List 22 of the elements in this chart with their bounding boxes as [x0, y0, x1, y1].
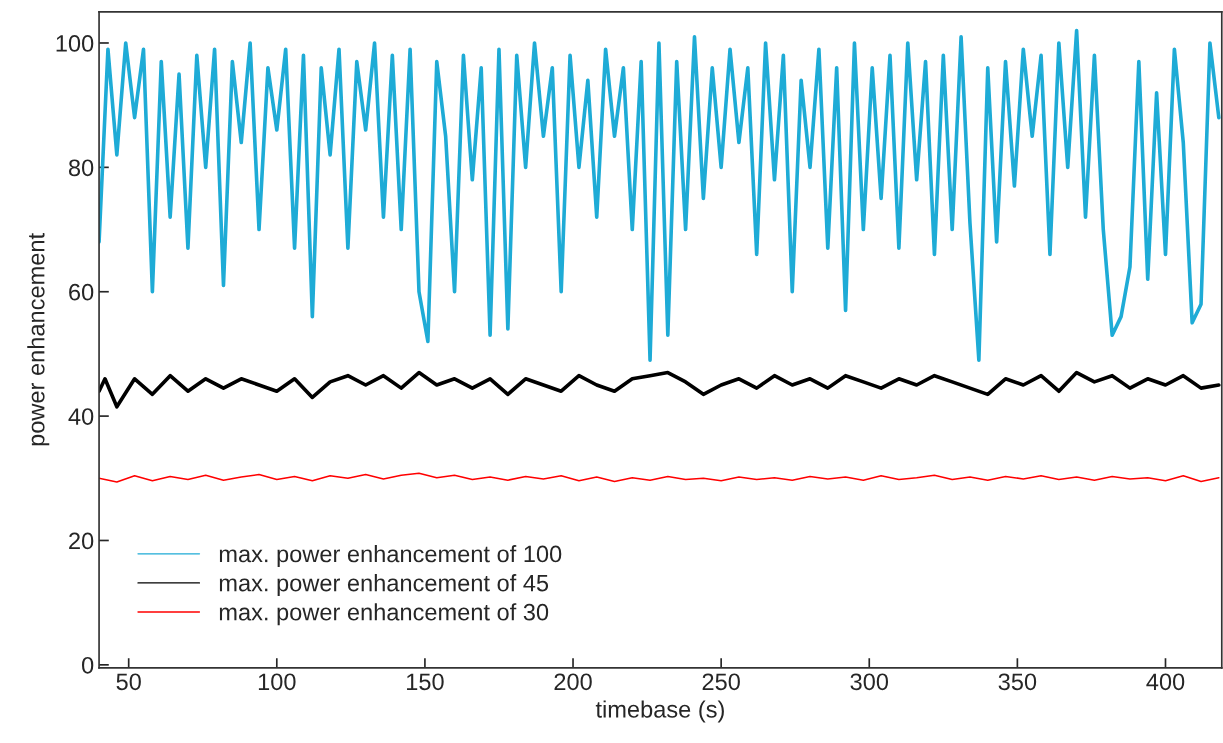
x-tick-label: 150: [407, 673, 444, 691]
line-series: [99, 472, 1220, 483]
y-tick-label: 0: [81, 656, 94, 674]
line-series: [99, 370, 1221, 409]
x-tick-label: 50: [116, 673, 141, 691]
x-tick-label: 250: [702, 673, 740, 691]
x-tick-label: 300: [850, 673, 889, 691]
x-tick-label: 350: [998, 673, 1037, 691]
y-axis-title: power enhancement: [27, 233, 50, 446]
y-tick-label: 80: [68, 159, 94, 177]
y-tick-label: 20: [69, 532, 94, 550]
legend-label: max. power enhancement of 45: [219, 574, 549, 597]
x-tick-label: 100: [258, 673, 296, 691]
x-axis-title: timebase (s): [595, 700, 724, 723]
x-tick-label: 200: [554, 673, 592, 691]
legend-label: max. power enhancement of 100: [219, 544, 562, 567]
line-series: [99, 28, 1221, 362]
y-tick-label: 40: [68, 408, 94, 425]
legend-label: max. power enhancement of 30: [219, 603, 549, 626]
y-tick-label: 60: [69, 283, 94, 301]
y-tick-label: 100: [56, 35, 94, 52]
x-tick-label: 400: [1146, 673, 1185, 691]
